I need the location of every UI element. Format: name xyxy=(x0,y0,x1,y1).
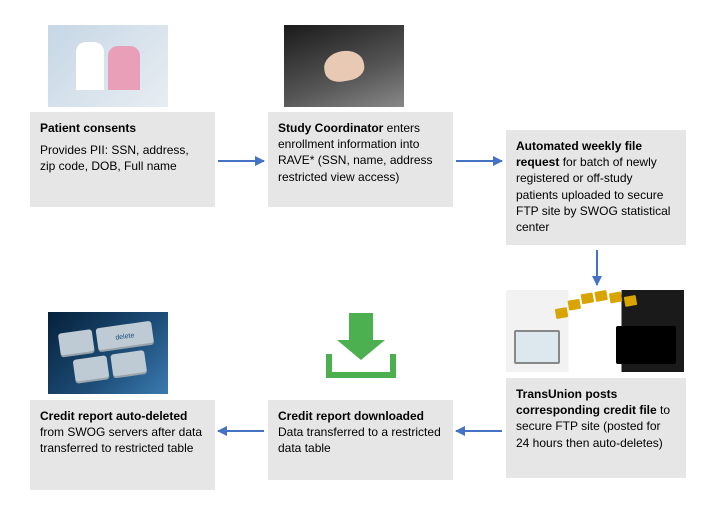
arrow-patient-to-coordinator xyxy=(218,160,264,162)
patient-consult-photo xyxy=(48,25,168,107)
arrow-coordinator-to-request xyxy=(456,160,502,162)
node-downloaded-title: Credit report downloaded xyxy=(278,409,424,423)
node-deleted-title: Credit report auto-deleted xyxy=(40,409,187,423)
file-transfer-photo xyxy=(506,290,684,372)
node-deleted-body: from SWOG servers after data transferred… xyxy=(40,425,202,455)
node-request: Automated weekly file request for batch … xyxy=(506,130,686,245)
keyboard-typing-photo xyxy=(284,25,404,107)
node-downloaded: Credit report downloaded Data transferre… xyxy=(268,400,453,480)
download-icon xyxy=(326,308,396,378)
node-transunion-title: TransUnion posts corresponding credit fi… xyxy=(516,387,657,417)
arrow-transunion-to-downloaded xyxy=(456,430,502,432)
delete-key-photo: delete xyxy=(48,312,168,394)
node-patient-body: Provides PII: SSN, address, zip code, DO… xyxy=(40,142,205,174)
node-coordinator: Study Coordinator enters enrollment info… xyxy=(268,112,453,207)
node-coordinator-title: Study Coordinator xyxy=(278,121,383,135)
node-patient-title: Patient consents xyxy=(40,121,136,135)
node-deleted: Credit report auto-deleted from SWOG ser… xyxy=(30,400,215,490)
node-downloaded-body: Data transferred to a restricted data ta… xyxy=(278,424,443,456)
node-transunion: TransUnion posts corresponding credit fi… xyxy=(506,378,686,478)
arrow-request-to-transunion xyxy=(596,250,598,285)
node-patient: Patient consents Provides PII: SSN, addr… xyxy=(30,112,215,207)
arrow-downloaded-to-deleted xyxy=(218,430,264,432)
